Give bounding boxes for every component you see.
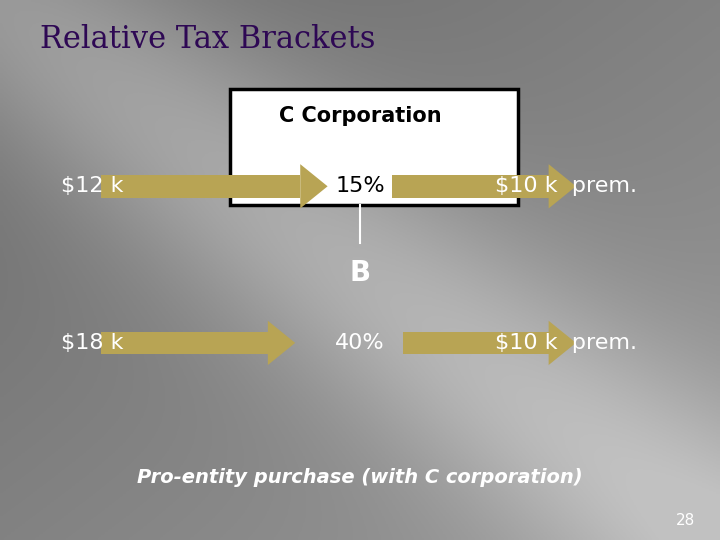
Polygon shape <box>549 321 576 365</box>
Text: 15%: 15% <box>336 176 384 197</box>
Bar <box>101 175 300 198</box>
Text: Pro-entity purchase (with C corporation): Pro-entity purchase (with C corporation) <box>138 468 582 488</box>
Polygon shape <box>300 164 328 208</box>
Text: 40%: 40% <box>336 333 384 353</box>
Text: Relative Tax Brackets: Relative Tax Brackets <box>40 24 375 55</box>
Text: B: B <box>349 259 371 287</box>
Text: C Corporation: C Corporation <box>279 106 441 126</box>
Bar <box>101 332 268 354</box>
Text: 28: 28 <box>675 513 695 528</box>
Text: $12 k: $12 k <box>61 176 124 197</box>
Polygon shape <box>549 164 576 208</box>
Text: $10 k  prem.: $10 k prem. <box>495 176 637 197</box>
Bar <box>392 175 549 198</box>
Bar <box>403 332 549 354</box>
Bar <box>230 89 518 205</box>
Text: $10 k  prem.: $10 k prem. <box>495 333 637 353</box>
Polygon shape <box>268 321 295 365</box>
Text: $18 k: $18 k <box>61 333 124 353</box>
